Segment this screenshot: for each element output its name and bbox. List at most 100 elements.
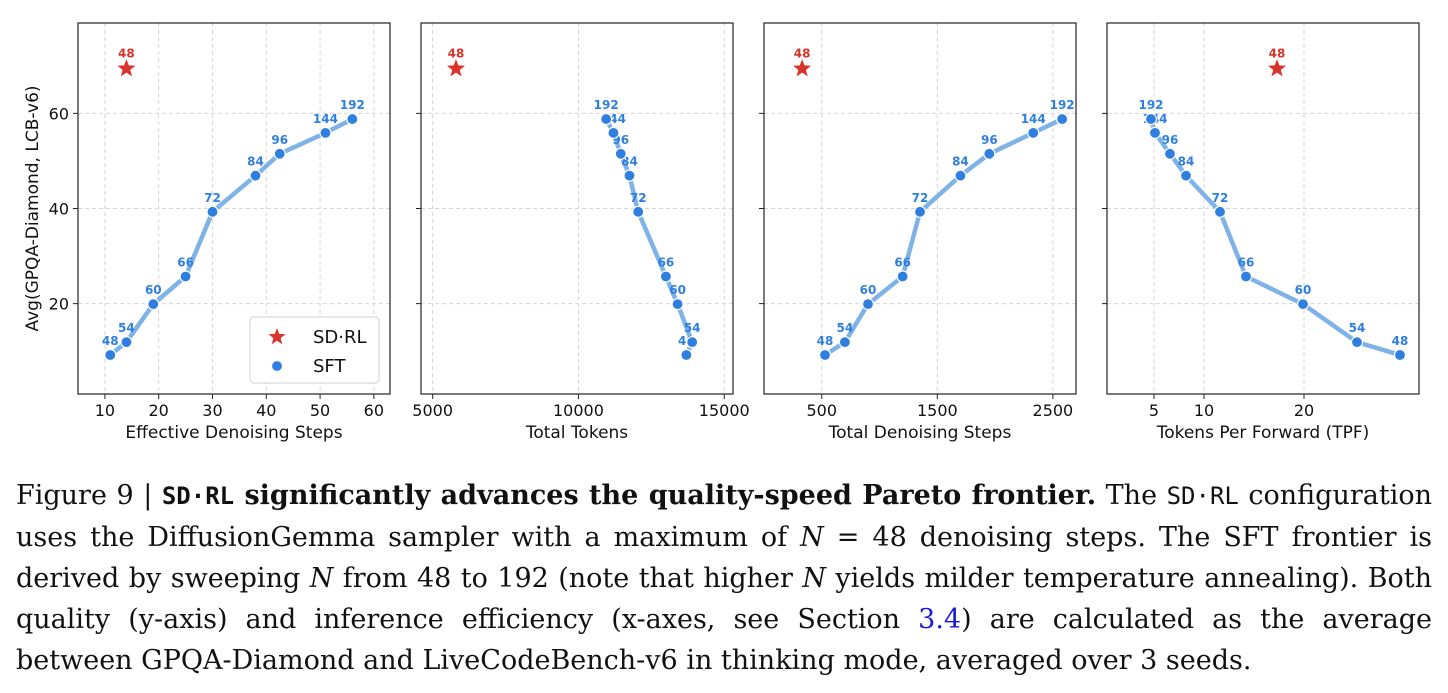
chart-panel-4: 5 10 20 Tokens Per Forward (TPF) 48 54 60 66 72 8…: [1102, 22, 1420, 443]
sft-point: [120, 336, 133, 349]
x-tick-label: 5: [1149, 401, 1159, 420]
sdrl-star: [117, 59, 136, 77]
sft-point-label: 192: [340, 98, 365, 112]
x-tick-label: 10000: [553, 401, 604, 420]
sft-point: [623, 169, 636, 182]
sdrl-star: [446, 59, 466, 77]
x-tick-label: 5000: [412, 401, 453, 420]
x-tick-label: 500: [807, 401, 838, 420]
sft-point-label: 48: [102, 334, 119, 348]
caption-var-n-3: N: [802, 563, 826, 594]
x-tick-label: 30: [202, 401, 222, 420]
sft-point: [1027, 126, 1040, 139]
sft-point: [319, 126, 332, 139]
caption-title-text: significantly advances the quality-speed…: [234, 480, 1097, 511]
caption-text-5: yields milder temperature annealing). Bo…: [16, 563, 1433, 635]
sdrl-star: [1267, 59, 1287, 77]
sft-point-label: 66: [177, 256, 194, 270]
sft-point: [896, 270, 909, 283]
y-tick-label: 60: [49, 104, 69, 123]
sft-point: [1239, 270, 1253, 283]
sft-point: [607, 126, 620, 139]
sft-point: [1296, 298, 1310, 311]
sft-point-label: 48: [817, 334, 834, 348]
sdrl-star: [793, 59, 812, 77]
sft-point-label: 192: [1050, 98, 1075, 112]
x-tick-label: 10: [95, 401, 115, 420]
legend-label-sft: SFT: [313, 356, 346, 377]
chart-legend: SD·RL SFT: [249, 316, 380, 384]
x-tick-label: 40: [256, 401, 276, 420]
sft-point: [147, 298, 160, 311]
sft-point: [104, 348, 117, 362]
sft-point: [1056, 112, 1069, 126]
sft-point-label: 54: [684, 321, 701, 335]
x-axis-label: Effective Denoising Steps: [125, 423, 342, 443]
sft-point: [686, 336, 699, 349]
x-tick-label: 50: [310, 401, 330, 420]
sft-point-label: 84: [1178, 155, 1195, 169]
x-tick-label: 2500: [1033, 401, 1074, 420]
sft-point: [983, 147, 996, 160]
sft-point-label: 48: [1392, 334, 1409, 348]
sdrl-point-label: 48: [794, 47, 811, 61]
sft-point-label: 96: [271, 133, 288, 147]
sft-point: [818, 348, 832, 362]
y-tick-label: 20: [49, 295, 69, 314]
sft-point: [1393, 348, 1407, 362]
sft-point: [1179, 169, 1193, 182]
x-axis-label: Total Denoising Steps: [828, 423, 1012, 443]
x-tick-label: 20: [149, 401, 169, 420]
sdrl-point-label: 48: [1269, 47, 1286, 61]
sft-point: [680, 348, 693, 362]
sft-point: [206, 205, 219, 218]
sdrl-point-label: 48: [118, 47, 135, 61]
caption-text-1: The: [1096, 480, 1167, 511]
caption-title: SD·RL significantly advances the quality…: [162, 480, 1096, 511]
sft-point: [913, 205, 927, 218]
sft-point: [1148, 126, 1162, 139]
sft-point: [600, 112, 613, 126]
caption-text-2: configuration uses the DiffusionGemma sa…: [16, 480, 1432, 553]
caption-text-6: ) are calculated as the average between …: [16, 604, 1432, 676]
sft-point-label: 96: [981, 133, 998, 147]
sft-point-label: 72: [204, 191, 221, 205]
sft-point: [1163, 147, 1177, 160]
sft-point: [659, 270, 673, 283]
x-axis-label: Tokens Per Forward (TPF): [1156, 423, 1370, 443]
sft-point: [838, 336, 851, 349]
x-tick-label: 20: [1294, 401, 1314, 420]
sft-point: [1144, 112, 1158, 126]
pareto-figure: 10 20 30 40 50 60 20 40 60 Effective Denoising St…: [23, 22, 1420, 443]
legend-sft-point: [270, 359, 284, 373]
sft-point-label: 54: [837, 321, 854, 335]
sft-point-label: 96: [1162, 133, 1179, 147]
legend-label-sdrl: SD·RL: [313, 327, 367, 348]
sft-point-label: 84: [621, 155, 638, 169]
sft-point-label: 144: [313, 112, 338, 126]
sft-point-label: 72: [912, 191, 929, 205]
x-axis-label: Total Tokens: [525, 423, 628, 443]
sft-point: [954, 169, 967, 182]
sft-point-label: 60: [1295, 283, 1312, 297]
sft-point-label: 84: [247, 155, 264, 169]
x-tick-label: 10: [1194, 401, 1214, 420]
sft-point: [1213, 205, 1227, 218]
y-tick-label: 40: [49, 200, 69, 219]
sft-point: [273, 147, 286, 160]
figure-label: Figure 9 |: [16, 480, 162, 511]
sft-line: [822, 116, 1065, 358]
sft-point: [671, 298, 684, 311]
sft-point-label: 192: [1138, 98, 1163, 112]
sft-point-label: 54: [118, 321, 135, 335]
sft-point-label: 72: [1212, 191, 1229, 205]
method-name: SD·RL: [161, 482, 235, 510]
sft-point-label: 72: [630, 191, 647, 205]
sft-point-label: 192: [594, 98, 619, 112]
sft-point: [179, 270, 192, 283]
section-link[interactable]: 3.4: [918, 604, 962, 635]
x-tick-label: 15000: [699, 401, 750, 420]
sft-point: [632, 205, 645, 218]
